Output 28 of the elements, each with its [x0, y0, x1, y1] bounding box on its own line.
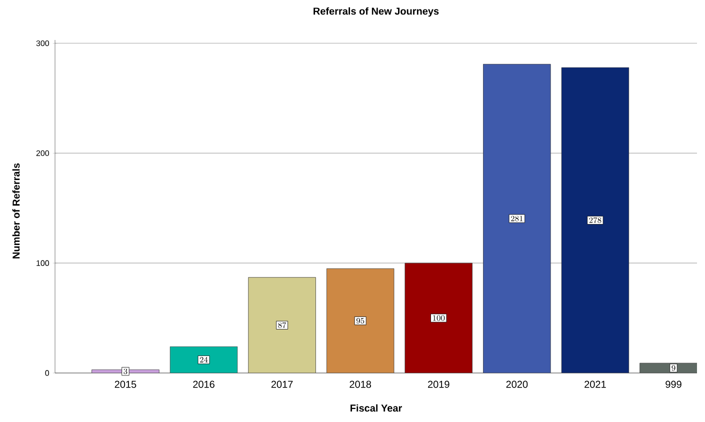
x-tick-label: 2020: [506, 380, 528, 388]
y-tick-label: 300: [36, 40, 50, 46]
y-tick-label: 200: [36, 150, 50, 156]
x-axis-title: Fiscal Year: [350, 404, 402, 412]
data-label: 95: [356, 318, 364, 324]
bar: [248, 277, 316, 373]
x-tick-label: 2015: [114, 380, 136, 388]
bar: [561, 67, 630, 373]
data-label: 9: [672, 365, 676, 371]
data-label: 281: [510, 216, 523, 222]
bar: [483, 64, 551, 373]
y-tick-label: 0: [45, 370, 50, 376]
y-axis-title: Number of Referrals: [12, 163, 20, 258]
data-label: 24: [200, 356, 208, 362]
chart-title: Referrals of New Journeys: [314, 7, 439, 17]
data-label: 278: [589, 217, 602, 223]
x-tick-label: 2016: [193, 380, 214, 388]
data-label: 87: [278, 322, 286, 328]
data-label: 100: [433, 315, 445, 321]
bar: [170, 346, 238, 373]
x-tick-label: 2019: [428, 380, 450, 388]
y-tick-label: 100: [36, 260, 50, 266]
x-tick-label: 999: [666, 380, 682, 388]
x-tick-label: 2018: [350, 380, 372, 388]
data-label: 3: [124, 368, 128, 374]
bar: [326, 268, 394, 373]
x-tick-label: 2017: [271, 380, 293, 388]
x-tick-label: 2021: [584, 380, 606, 388]
